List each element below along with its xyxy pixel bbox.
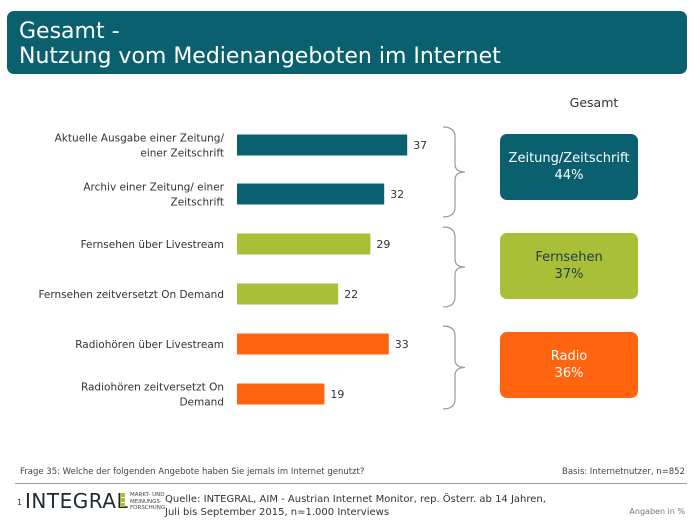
integral-logo: INTEGRAL [25, 489, 129, 513]
category-label: Radiohören über Livestream [75, 339, 224, 351]
bar [237, 383, 325, 405]
group-bracket [442, 325, 466, 410]
title-banner: Gesamt - Nutzung vom Medienangeboten im … [7, 11, 687, 74]
column-heading: Gesamt [569, 95, 619, 110]
data-label: 37 [413, 139, 427, 152]
summary-box-radio: Radio 36% [500, 332, 638, 398]
data-label: 32 [390, 188, 404, 201]
data-label: 29 [376, 238, 390, 251]
category-label: Fernsehen über Livestream [81, 239, 224, 251]
category-label: einer Zeitschrift [140, 148, 224, 160]
summary-value: 44% [554, 168, 584, 183]
category-label: Demand [179, 397, 224, 409]
slide-title-line-2: Nutzung vom Medienangeboten im Internet [19, 44, 501, 69]
summary-label: Radio [550, 349, 588, 364]
source-note: Quelle: INTEGRAL, AIM - Austrian Interne… [165, 494, 546, 518]
group-bracket [442, 226, 466, 308]
question-footnote: Frage 35: Welche der folgenden Angebote … [20, 467, 365, 477]
units-note: Angaben in % [629, 507, 685, 516]
bar [237, 233, 371, 255]
footer-divider [15, 483, 687, 484]
bar [237, 283, 339, 305]
logo-subtext: MARKT- UND MEINUNGS- FORSCHUNG [130, 492, 166, 511]
category-label: Zeitschrift [171, 197, 224, 209]
bar [237, 333, 389, 355]
data-label: 22 [344, 288, 358, 301]
group-bracket [442, 126, 466, 218]
category-label: Radiohören zeitversetzt On [81, 382, 224, 394]
bar [237, 134, 408, 156]
summary-box-tv: Fernsehen 37% [500, 233, 638, 299]
data-label: 19 [330, 388, 344, 401]
summary-value: 36% [554, 366, 584, 381]
summary-box-newspaper: Zeitung/Zeitschrift 44% [500, 134, 638, 200]
category-label: Archiv einer Zeitung/ einer [83, 182, 224, 194]
data-label: 33 [395, 338, 409, 351]
slide-number: 1 [17, 498, 23, 507]
slide-title-line-1: Gesamt - [19, 19, 120, 44]
logo-mark-icon [120, 493, 127, 508]
summary-label: Fernsehen [535, 250, 603, 265]
summary-label: Zeitung/Zeitschrift [508, 151, 630, 166]
bar-chart: 37 Aktuelle Ausgabe einer Zeitung/einer Z… [38, 126, 466, 410]
category-label: Fernsehen zeitversetzt On Demand [38, 289, 224, 301]
bar [237, 183, 385, 205]
basis-footnote: Basis: Internetnutzer, n=852 [561, 467, 685, 477]
summary-value: 37% [554, 267, 584, 282]
category-label: Aktuelle Ausgabe einer Zeitung/ [55, 133, 225, 145]
